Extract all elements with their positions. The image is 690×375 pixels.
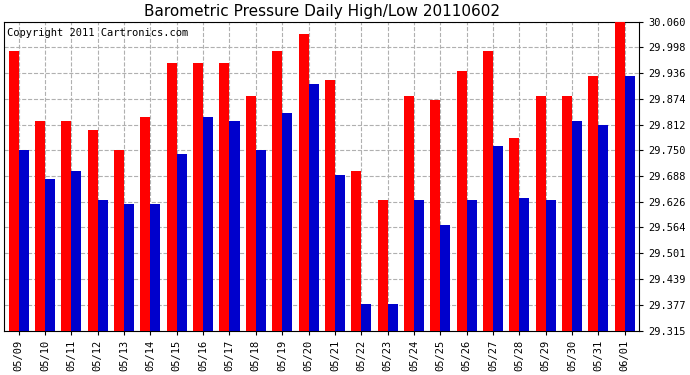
Bar [404,96,414,330]
Bar [362,304,371,330]
Bar [124,204,134,330]
Bar [377,200,388,330]
Bar [440,225,451,330]
Bar [351,171,362,330]
Bar [325,80,335,330]
Text: Copyright 2011 Cartronics.com: Copyright 2011 Cartronics.com [8,28,188,38]
Bar [282,113,293,330]
Bar [219,63,230,330]
Bar [509,138,520,330]
Bar [589,76,598,330]
Bar [598,125,609,330]
Bar [203,117,213,330]
Bar [114,150,124,330]
Bar [546,200,555,330]
Bar [520,198,529,330]
Bar [431,100,440,330]
Bar [61,121,71,330]
Bar [483,51,493,330]
Bar [150,204,161,330]
Bar [9,51,19,330]
Title: Barometric Pressure Daily High/Low 20110602: Barometric Pressure Daily High/Low 20110… [144,4,500,19]
Bar [98,200,108,330]
Bar [414,200,424,330]
Bar [299,34,308,330]
Bar [535,96,546,330]
Bar [256,150,266,330]
Bar [141,117,150,330]
Bar [71,171,81,330]
Bar [615,22,625,330]
Bar [177,154,187,330]
Bar [562,96,572,330]
Bar [308,84,319,330]
Bar [45,179,55,330]
Bar [246,96,256,330]
Bar [625,76,635,330]
Bar [457,72,466,330]
Bar [35,121,45,330]
Bar [88,129,98,330]
Bar [193,63,203,330]
Bar [335,175,345,330]
Bar [230,121,239,330]
Bar [19,150,29,330]
Bar [388,304,397,330]
Bar [466,200,477,330]
Bar [572,121,582,330]
Bar [167,63,177,330]
Bar [272,51,282,330]
Bar [493,146,503,330]
